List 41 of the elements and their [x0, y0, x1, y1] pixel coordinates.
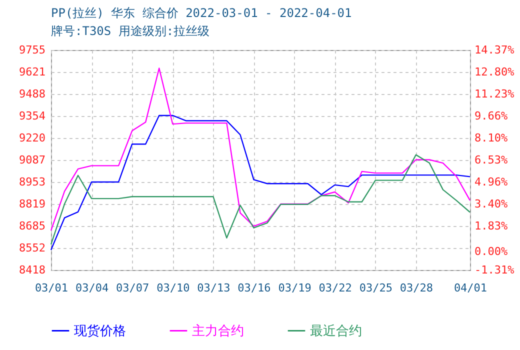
- line-series: [50, 68, 471, 232]
- y-tick-label: 9087: [19, 153, 46, 166]
- line-series: [50, 114, 471, 251]
- legend-label: 最近合约: [310, 324, 362, 339]
- y-tick-label: 9488: [19, 87, 46, 100]
- y2-tick-label: 12.80%: [474, 66, 515, 79]
- x-tick-label: 03/10: [156, 282, 190, 294]
- x-tick-label: 04/01: [454, 282, 488, 294]
- x-tick-label: 03/22: [318, 282, 352, 294]
- y-tick-label: 9621: [19, 66, 46, 79]
- y2-tick-label: 1.83%: [474, 219, 508, 232]
- chart-subtitle: 牌号:T30S 用途级别:拉丝级: [51, 24, 210, 38]
- y2-tick-label: 14.37%: [474, 44, 515, 56]
- y-tick-label: 8953: [19, 175, 46, 188]
- x-tick-label: 03/13: [197, 282, 230, 294]
- chart-title: PP(拉丝) 华东 综合价 2022-03-01 - 2022-04-01: [51, 6, 352, 20]
- legend-label: 现货价格: [74, 324, 126, 339]
- y-tick-label: 9354: [19, 109, 46, 122]
- legend-label: 主力合约: [192, 322, 244, 339]
- y2-tick-label: 8.10%: [474, 131, 508, 144]
- y-tick-label: 8685: [19, 220, 46, 233]
- y2-tick-label: -1.31%: [474, 264, 515, 276]
- x-tick-label: 03/25: [359, 282, 392, 294]
- y2-tick-label: 6.53%: [474, 154, 508, 166]
- y2-tick-label: 3.40%: [474, 197, 508, 210]
- y2-tick-label: 11.23%: [474, 88, 515, 101]
- y2-tick-label: 0.00%: [474, 245, 508, 258]
- y2-tick-label: 4.96%: [474, 176, 508, 189]
- x-tick-label: 03/07: [116, 282, 150, 294]
- x-tick-label: 03/19: [278, 282, 312, 294]
- y2-tick-label: 9.66%: [474, 110, 508, 123]
- y-tick-label: 8819: [19, 198, 46, 211]
- y-tick-label: 9220: [19, 132, 46, 145]
- line-series: [50, 154, 471, 246]
- x-tick-label: 03/16: [238, 282, 271, 294]
- y-tick-label: 9755: [19, 44, 46, 56]
- y-tick-label: 8552: [19, 241, 46, 254]
- x-tick-label: 03/04: [75, 282, 109, 294]
- y-tick-label: 8418: [19, 264, 46, 276]
- x-tick-label: 03/28: [400, 282, 433, 294]
- x-tick-label: 03/01: [34, 282, 68, 294]
